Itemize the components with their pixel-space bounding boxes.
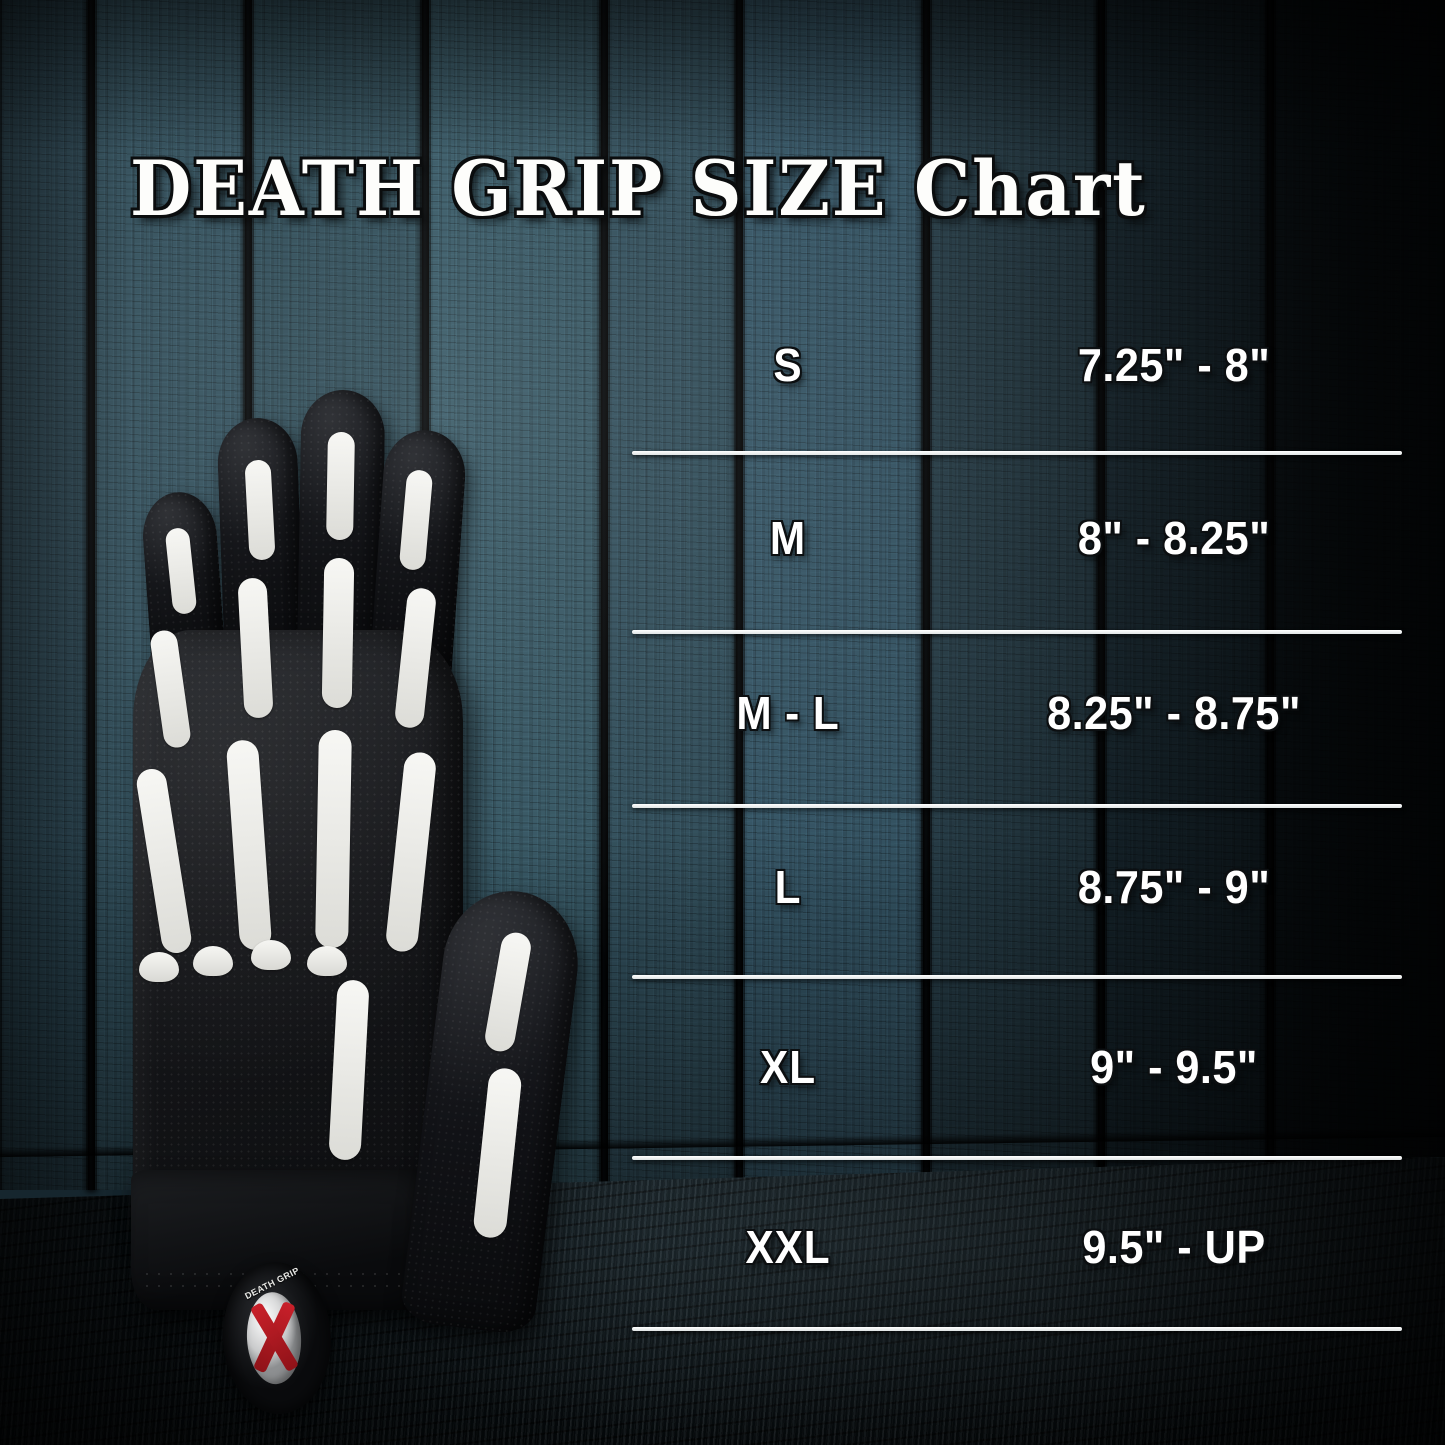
bone-knuckle-1: [139, 952, 179, 982]
row-divider: [632, 630, 1402, 634]
row-divider: [632, 1156, 1402, 1160]
bone-ring-distal: [244, 459, 276, 561]
size-table: S 7.25" - 8" M 8" - 8.25" M - L 8.25" - …: [632, 300, 1404, 1345]
table-row: XL 9" - 9.5": [632, 1040, 1404, 1094]
bone-knuckle-2: [193, 946, 233, 976]
size-label: S: [773, 339, 803, 391]
bone-metacarpal-middle: [315, 729, 352, 949]
table-row: M - L 8.25" - 8.75": [632, 686, 1404, 740]
title-part-2: Chart: [913, 144, 1147, 233]
row-divider: [632, 804, 1402, 808]
size-label: XL: [760, 1041, 816, 1093]
table-row: L 8.75" - 9": [632, 860, 1404, 914]
table-row: XXL 9.5" - UP: [632, 1220, 1404, 1274]
row-divider: [632, 451, 1402, 455]
table-row: S 7.25" - 8": [632, 338, 1404, 392]
table-row: M 8" - 8.25": [632, 511, 1404, 565]
bone-knuckle-3: [251, 940, 291, 970]
bone-knuckle-4: [307, 946, 347, 976]
logo-x-icon: [235, 1298, 313, 1376]
size-measurement: 8" - 8.25": [1077, 512, 1271, 564]
size-label: L: [774, 861, 802, 913]
bone-middle-distal: [326, 431, 355, 541]
size-label: M: [769, 512, 807, 564]
size-measurement: 7.25" - 8": [1077, 339, 1271, 391]
size-label: M - L: [736, 687, 840, 739]
bone-middle-middle: [321, 557, 355, 709]
size-measurement: 8.75" - 9": [1077, 861, 1271, 913]
title-part-1: DEATH GRIP SIZE: [130, 144, 914, 233]
page-title: DEATH GRIP SIZE Chart: [130, 150, 1255, 228]
size-measurement: 8.25" - 8.75": [1047, 687, 1301, 739]
glove-product-image: DEATH GRIP: [95, 300, 615, 1417]
size-measurement: 9.5" - UP: [1082, 1221, 1266, 1273]
row-divider: [632, 975, 1402, 979]
row-divider: [632, 1327, 1402, 1331]
size-measurement: 9" - 9.5": [1090, 1041, 1258, 1093]
size-label: XXL: [745, 1221, 831, 1273]
